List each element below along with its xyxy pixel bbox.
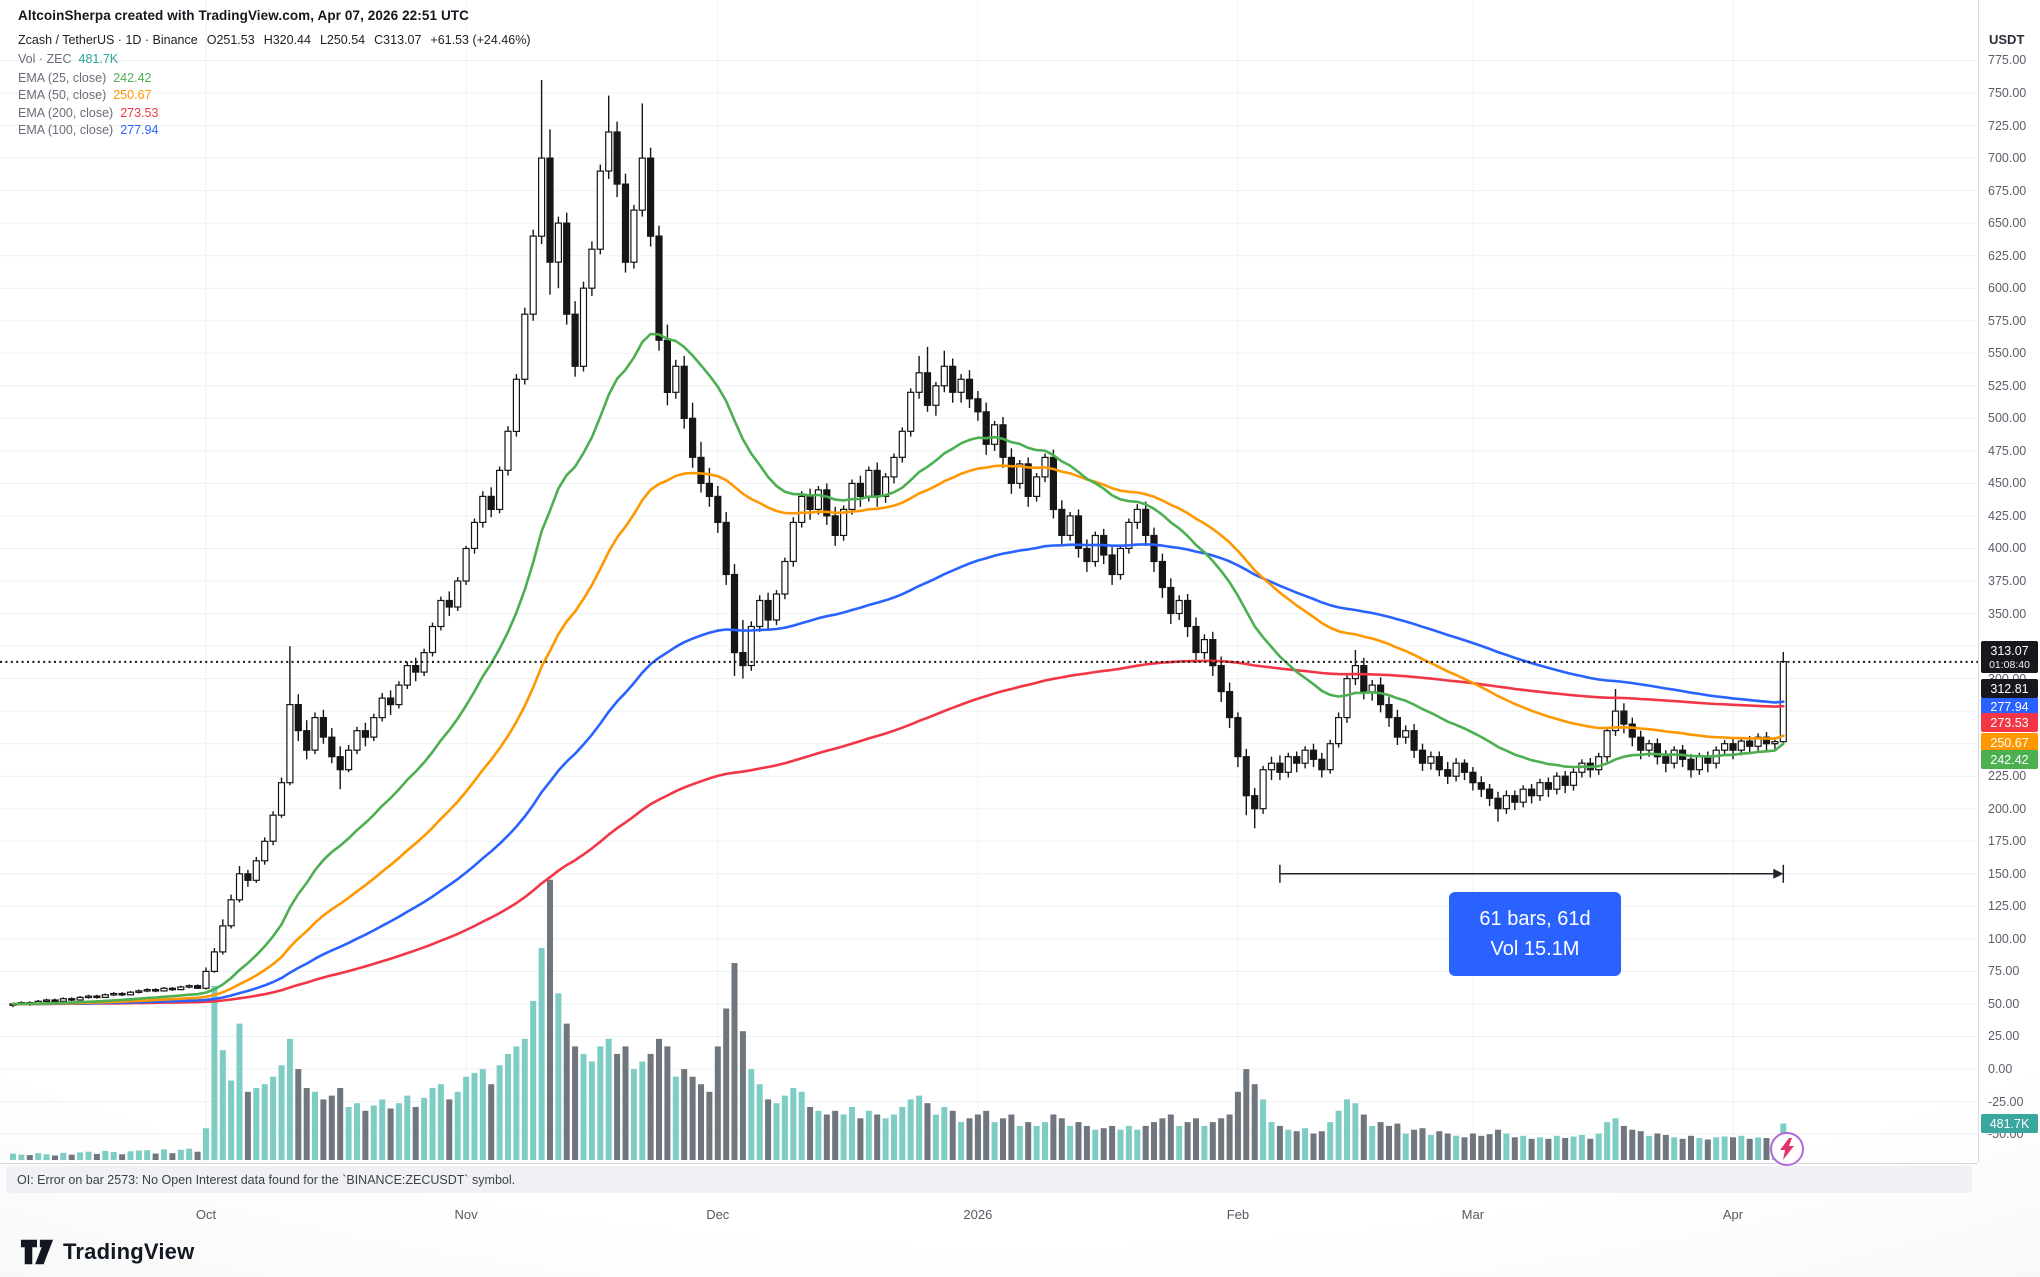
attribution-text: AltcoinSherpa created with TradingView.c… (18, 8, 469, 23)
range-bars-text: 61 bars, 61d (1479, 908, 1591, 930)
bar-close-countdown: 01:08:40 (1989, 659, 2030, 671)
time-axis-label: Feb (1226, 1207, 1250, 1222)
price-tick: 375.00 (1988, 574, 2027, 588)
tradingview-wordmark: TradingView (63, 1239, 195, 1264)
candles-layer (9, 80, 1787, 1008)
ohlc-change: +61.53 (+24.46%) (430, 33, 531, 47)
ohlc-close: C313.07 (374, 33, 422, 47)
price-tick: 450.00 (1988, 476, 2027, 491)
price-tick: 675.00 (1988, 183, 2027, 198)
price-tick: 400.00 (1988, 541, 2027, 556)
time-axis-label: Dec (706, 1207, 730, 1222)
price-tick: 575.00 (1988, 313, 2027, 328)
date-range-measure-line[interactable] (1279, 864, 1785, 883)
volume-layer (10, 879, 1787, 1160)
ohlc-high: H320.44 (263, 33, 311, 47)
price-tick: 625.00 (1988, 248, 2027, 263)
time-axis-label: Oct (195, 1207, 217, 1222)
price-tick: 775.00 (1988, 53, 2027, 68)
oi-error-text: OI: Error on bar 2573: No Open Interest … (17, 1172, 516, 1187)
price-badge: 481.7K (1981, 1114, 2038, 1133)
price-tick: -25.00 (1988, 1094, 2024, 1109)
indicator-row[interactable]: EMA (200, close) 273.53 (18, 105, 530, 120)
last-price-badge: 313.07 01:08:40 (1981, 641, 2038, 673)
price-tick: 75.00 (1988, 964, 2020, 979)
time-axis-label: Nov (454, 1207, 478, 1222)
price-tick: 500.00 (1988, 411, 2027, 426)
price-tick: 150.00 (1988, 866, 2027, 881)
price-tick: 225.00 (1988, 769, 2027, 784)
ema-25-line[interactable] (11, 332, 1785, 1006)
price-tick: 100.00 (1988, 931, 2027, 946)
price-tick: 200.00 (1988, 801, 2027, 816)
price-tick: 350.00 (1988, 606, 2027, 621)
chart-legend: AltcoinSherpa created with TradingView.c… (18, 8, 530, 138)
symbol-title: Zcash / TetherUS · 1D · Binance (18, 33, 198, 47)
ema-200-line[interactable] (11, 659, 1785, 1006)
price-badge: 273.53 (1981, 713, 2038, 732)
price-tick: 425.00 (1988, 508, 2027, 523)
price-tick: 600.00 (1988, 281, 2027, 296)
price-tick: 175.00 (1988, 834, 2027, 849)
price-tick: 50.00 (1988, 996, 2020, 1011)
price-badge: 312.81 (1981, 679, 2038, 698)
lightning-icon (1770, 1132, 1804, 1166)
time-axis[interactable]: Oct Nov Dec 2026 Feb Mar Apr (0, 1163, 1978, 1233)
tradingview-footer[interactable]: TradingView (20, 1238, 194, 1266)
volume-value: 481.7K (78, 52, 119, 66)
ema-50-line[interactable] (11, 464, 1785, 1006)
price-tick: 650.00 (1988, 216, 2027, 231)
price-badge: 250.67 (1981, 733, 2038, 752)
symbol-legend-row[interactable]: Zcash / TetherUS · 1D · Binance O251.53 … (18, 33, 530, 47)
indicator-label: EMA (100, close) (18, 123, 114, 137)
price-tick: 25.00 (1988, 1029, 2020, 1044)
date-range-measure-label[interactable]: 61 bars, 61d Vol 15.1M (1449, 892, 1621, 976)
ema-100-line[interactable] (11, 543, 1785, 1006)
indicator-label: EMA (50, close) (18, 88, 107, 102)
price-tick: 525.00 (1988, 378, 2027, 393)
indicator-row[interactable]: EMA (50, close) 250.67 (18, 88, 530, 102)
volume-legend-row[interactable]: Vol · ZEC 481.7K (18, 52, 530, 66)
ohlc-low: L250.54 (319, 33, 366, 47)
indicator-value: 277.94 (120, 123, 159, 137)
indicator-value: 250.67 (113, 88, 152, 102)
range-volume-text: Vol 15.1M (1490, 938, 1580, 960)
price-tick: 0.00 (1988, 1062, 2013, 1076)
indicator-error-bar: OI: Error on bar 2573: No Open Interest … (6, 1166, 1972, 1193)
volume-label: Vol · ZEC (18, 52, 72, 66)
indicator-label: EMA (200, close) (18, 105, 114, 120)
indicator-row[interactable]: EMA (100, close) 277.94 (18, 123, 530, 137)
last-price-value: 313.07 (1990, 644, 2029, 658)
price-badge: 242.42 (1981, 750, 2038, 769)
time-axis-label: Mar (1461, 1207, 1485, 1222)
price-axis-currency: USDT (1989, 32, 2025, 47)
tradingview-logo-icon (20, 1239, 54, 1265)
indicator-value: 242.42 (113, 70, 152, 85)
price-tick: 725.00 (1988, 118, 2027, 133)
chart-canvas[interactable] (0, 0, 2040, 1162)
indicator-legend: EMA (25, close) 242.42 EMA (50, close) 250.… (18, 70, 530, 138)
price-badge: 277.94 (1981, 697, 2038, 716)
ohlc-open: O251.53 (206, 33, 255, 47)
time-axis-label: Apr (1722, 1207, 1744, 1222)
price-tick: 125.00 (1988, 899, 2027, 914)
price-tick: 700.00 (1988, 151, 2027, 166)
price-axis[interactable]: USDT 775.00 750.00 725.00 700.00 675.00 650.0… (1978, 0, 2040, 1162)
price-tick: 750.00 (1988, 86, 2027, 100)
time-axis-label: 2026 (963, 1207, 993, 1222)
grid-lines (0, 0, 1978, 1162)
indicator-label: EMA (25, close) (18, 70, 107, 85)
indicator-value: 273.53 (120, 105, 159, 120)
price-tick: 475.00 (1988, 443, 2027, 458)
price-tick: 550.00 (1988, 346, 2027, 361)
indicator-row[interactable]: EMA (25, close) 242.42 (18, 70, 530, 85)
